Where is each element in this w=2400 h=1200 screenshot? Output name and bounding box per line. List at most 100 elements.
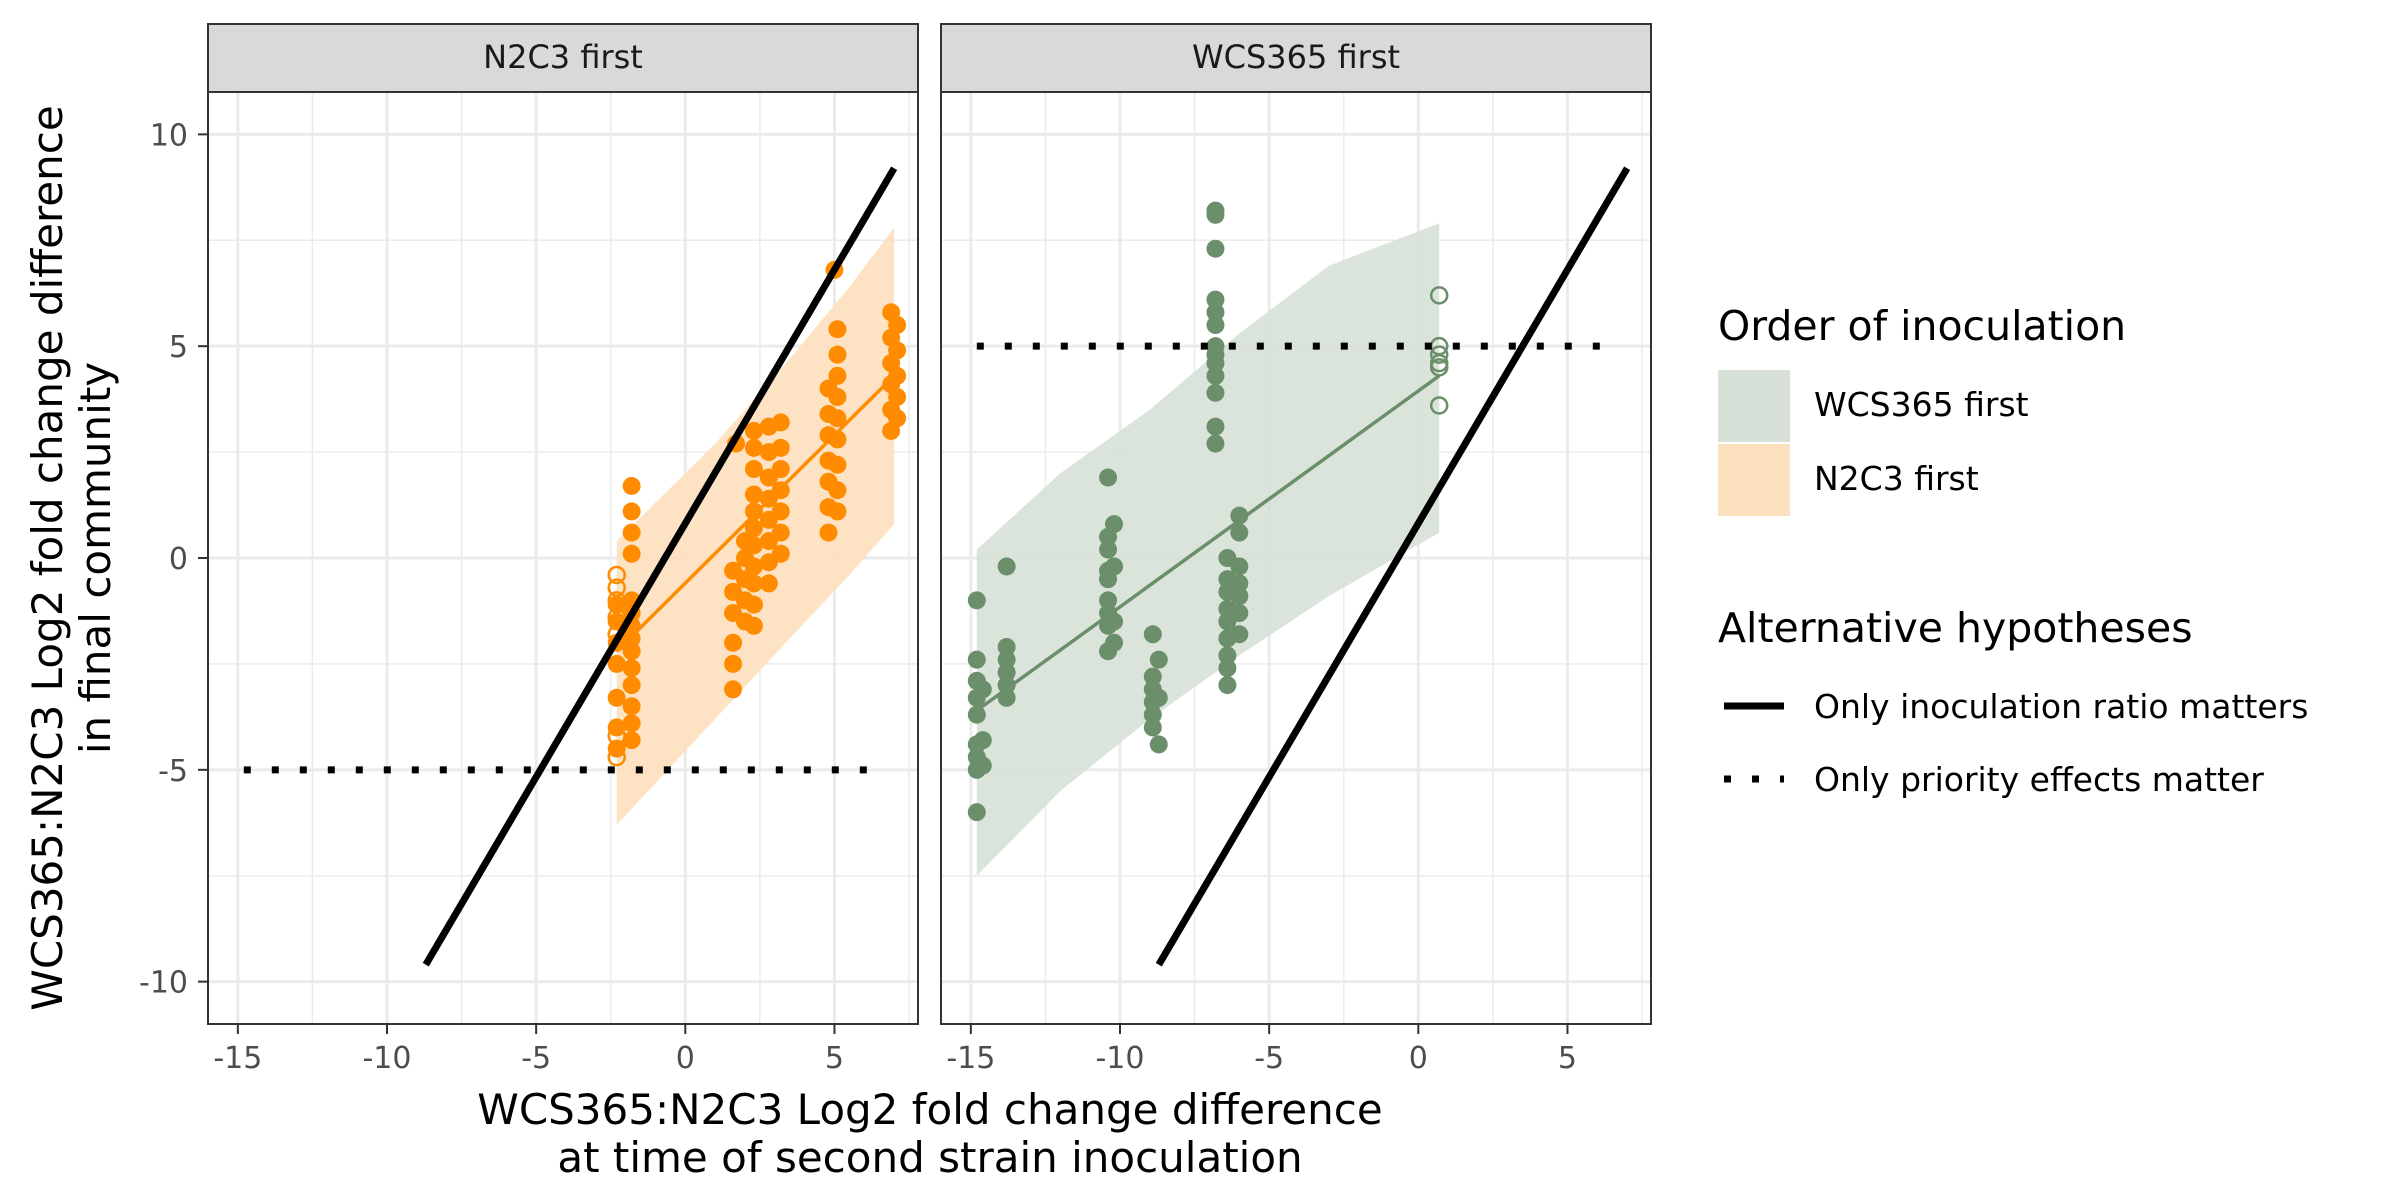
y-tick-label: -10 [139, 966, 188, 1001]
data-point [828, 455, 847, 474]
data-point [622, 697, 641, 716]
data-point [771, 523, 790, 542]
y-axis: -10 -5 0 5 10 [139, 118, 208, 1001]
data-point [622, 523, 641, 542]
data-point [828, 481, 847, 500]
y-tick-label: 10 [150, 118, 188, 153]
legend-label: Only priority effects matter [1814, 760, 2264, 799]
data-point-open [607, 565, 626, 585]
data-point [1105, 633, 1124, 652]
data-point [828, 409, 847, 428]
data-point [819, 523, 838, 542]
data-point [828, 388, 847, 407]
data-point [771, 413, 790, 432]
data-point [744, 595, 763, 614]
data-point [997, 637, 1016, 656]
x-axis-title-line-2: at time of second strain inoculation [557, 1133, 1302, 1182]
data-point [744, 485, 763, 504]
data-point [828, 345, 847, 364]
data-point [1206, 383, 1225, 402]
data-point [1206, 354, 1225, 373]
data-point [973, 756, 992, 775]
data-point [1218, 646, 1237, 665]
data-point [1230, 604, 1249, 623]
legend-label: N2C3 first [1814, 459, 1979, 498]
data-point [1149, 688, 1168, 707]
legend-title: Order of inoculation [1718, 302, 2126, 350]
data-point [1149, 650, 1168, 669]
data-point-open [1429, 345, 1449, 364]
panel-wcs365-first: WCS365 first [940, 23, 1652, 1025]
data-point [771, 481, 790, 500]
data-point [967, 650, 986, 669]
data-point [607, 654, 626, 673]
data-point [1206, 239, 1225, 258]
data-point [1206, 290, 1225, 309]
data-point [1143, 625, 1162, 644]
legend-key-n2c3-first [1718, 444, 1790, 516]
data-point [771, 460, 790, 479]
data-point-open [607, 726, 626, 746]
data-point [828, 320, 847, 339]
data-point [744, 536, 763, 555]
data-point [1149, 735, 1168, 754]
data-point [759, 574, 778, 593]
data-point [1206, 366, 1225, 385]
data-point [888, 341, 907, 360]
data-point [997, 688, 1016, 707]
ratio-hypothesis-line [422, 166, 898, 967]
data-point [744, 574, 763, 593]
facet-strip-label: N2C3 first [483, 38, 643, 76]
legend-order-of-inoculation: Order of inoculation WCS365 first N2C3 f… [1718, 302, 2126, 516]
data-point [967, 803, 986, 822]
legend-label: Only inoculation ratio matters [1814, 687, 2308, 726]
data-point [1230, 587, 1249, 606]
data-point [1143, 667, 1162, 686]
data-point-open [1429, 396, 1449, 415]
panel-data-layer [967, 166, 1631, 967]
data-point [1143, 705, 1162, 724]
data-point [1206, 316, 1225, 334]
x-axis-wcs365-first: -15 -10 -5 0 5 [946, 1024, 1577, 1076]
data-point [771, 502, 790, 521]
regression-fit-line [975, 374, 1441, 712]
data-point [1218, 676, 1237, 695]
data-point [828, 502, 847, 521]
x-tick-label: -15 [946, 1041, 995, 1076]
data-point [997, 557, 1016, 576]
data-point [973, 680, 992, 699]
facet-strip-label: WCS365 first [1192, 38, 1400, 76]
data-point [744, 460, 763, 479]
data-point [828, 430, 847, 449]
data-point [888, 388, 907, 407]
data-point [622, 544, 641, 563]
data-point [724, 654, 743, 673]
data-point [622, 476, 641, 495]
data-point [744, 421, 763, 440]
y-tick-label: 0 [169, 542, 188, 577]
legend-label: WCS365 first [1814, 385, 2029, 424]
data-point [622, 714, 641, 733]
data-point [744, 616, 763, 635]
data-point [1099, 591, 1118, 610]
data-point [1105, 612, 1124, 631]
data-point [744, 502, 763, 521]
y-tick-label: 5 [169, 330, 188, 365]
data-point-open [1429, 286, 1449, 305]
data-point [888, 366, 907, 385]
y-axis-title-line-1: WCS365:N2C3 Log2 fold change difference [23, 105, 72, 1010]
y-axis-title-line-2: in final community [71, 362, 120, 754]
x-tick-label: 5 [1558, 1041, 1577, 1076]
data-point [622, 642, 641, 661]
panel-n2c3-first: N2C3 first [207, 23, 919, 1025]
data-point [1143, 718, 1162, 737]
data-point [1230, 523, 1249, 542]
data-point-open [607, 578, 626, 597]
x-tick-label: 5 [825, 1041, 844, 1076]
panel-data-layer [243, 166, 907, 967]
data-point [1206, 434, 1225, 453]
data-point [967, 591, 986, 610]
data-point [622, 629, 641, 648]
data-point [967, 705, 986, 724]
